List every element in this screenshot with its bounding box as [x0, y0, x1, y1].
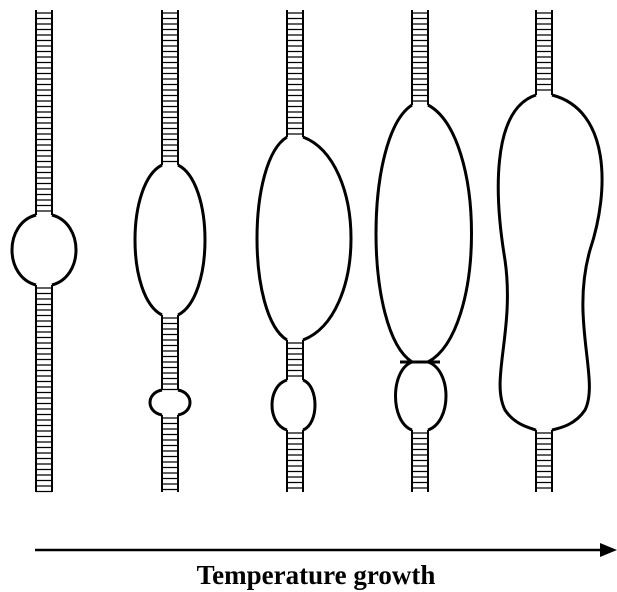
melted-bubble — [133, 163, 207, 317]
melted-bubble — [394, 360, 448, 432]
base-pair-rungs — [287, 342, 303, 377]
base-pair-rungs — [536, 432, 552, 489]
melted-bubble — [374, 103, 473, 364]
melted-bubble — [496, 93, 604, 432]
dna-strands — [10, 10, 604, 493]
base-pair-rungs — [162, 12, 178, 163]
base-pair-rungs — [287, 432, 303, 489]
base-pair-rungs — [162, 317, 178, 391]
melted-bubble — [255, 135, 353, 342]
melted-bubble — [270, 378, 317, 432]
base-pair-rungs — [412, 432, 428, 489]
melted-bubble — [10, 213, 78, 287]
caption: Temperature growth — [197, 560, 436, 590]
base-pair-rungs — [287, 12, 303, 135]
base-pair-rungs — [36, 287, 52, 493]
base-pair-rungs — [36, 12, 52, 212]
melted-bubble — [148, 388, 192, 417]
base-pair-rungs — [162, 417, 178, 491]
arrow-head — [600, 543, 617, 557]
base-pair-rungs — [412, 12, 428, 102]
base-pair-rungs — [536, 12, 552, 91]
